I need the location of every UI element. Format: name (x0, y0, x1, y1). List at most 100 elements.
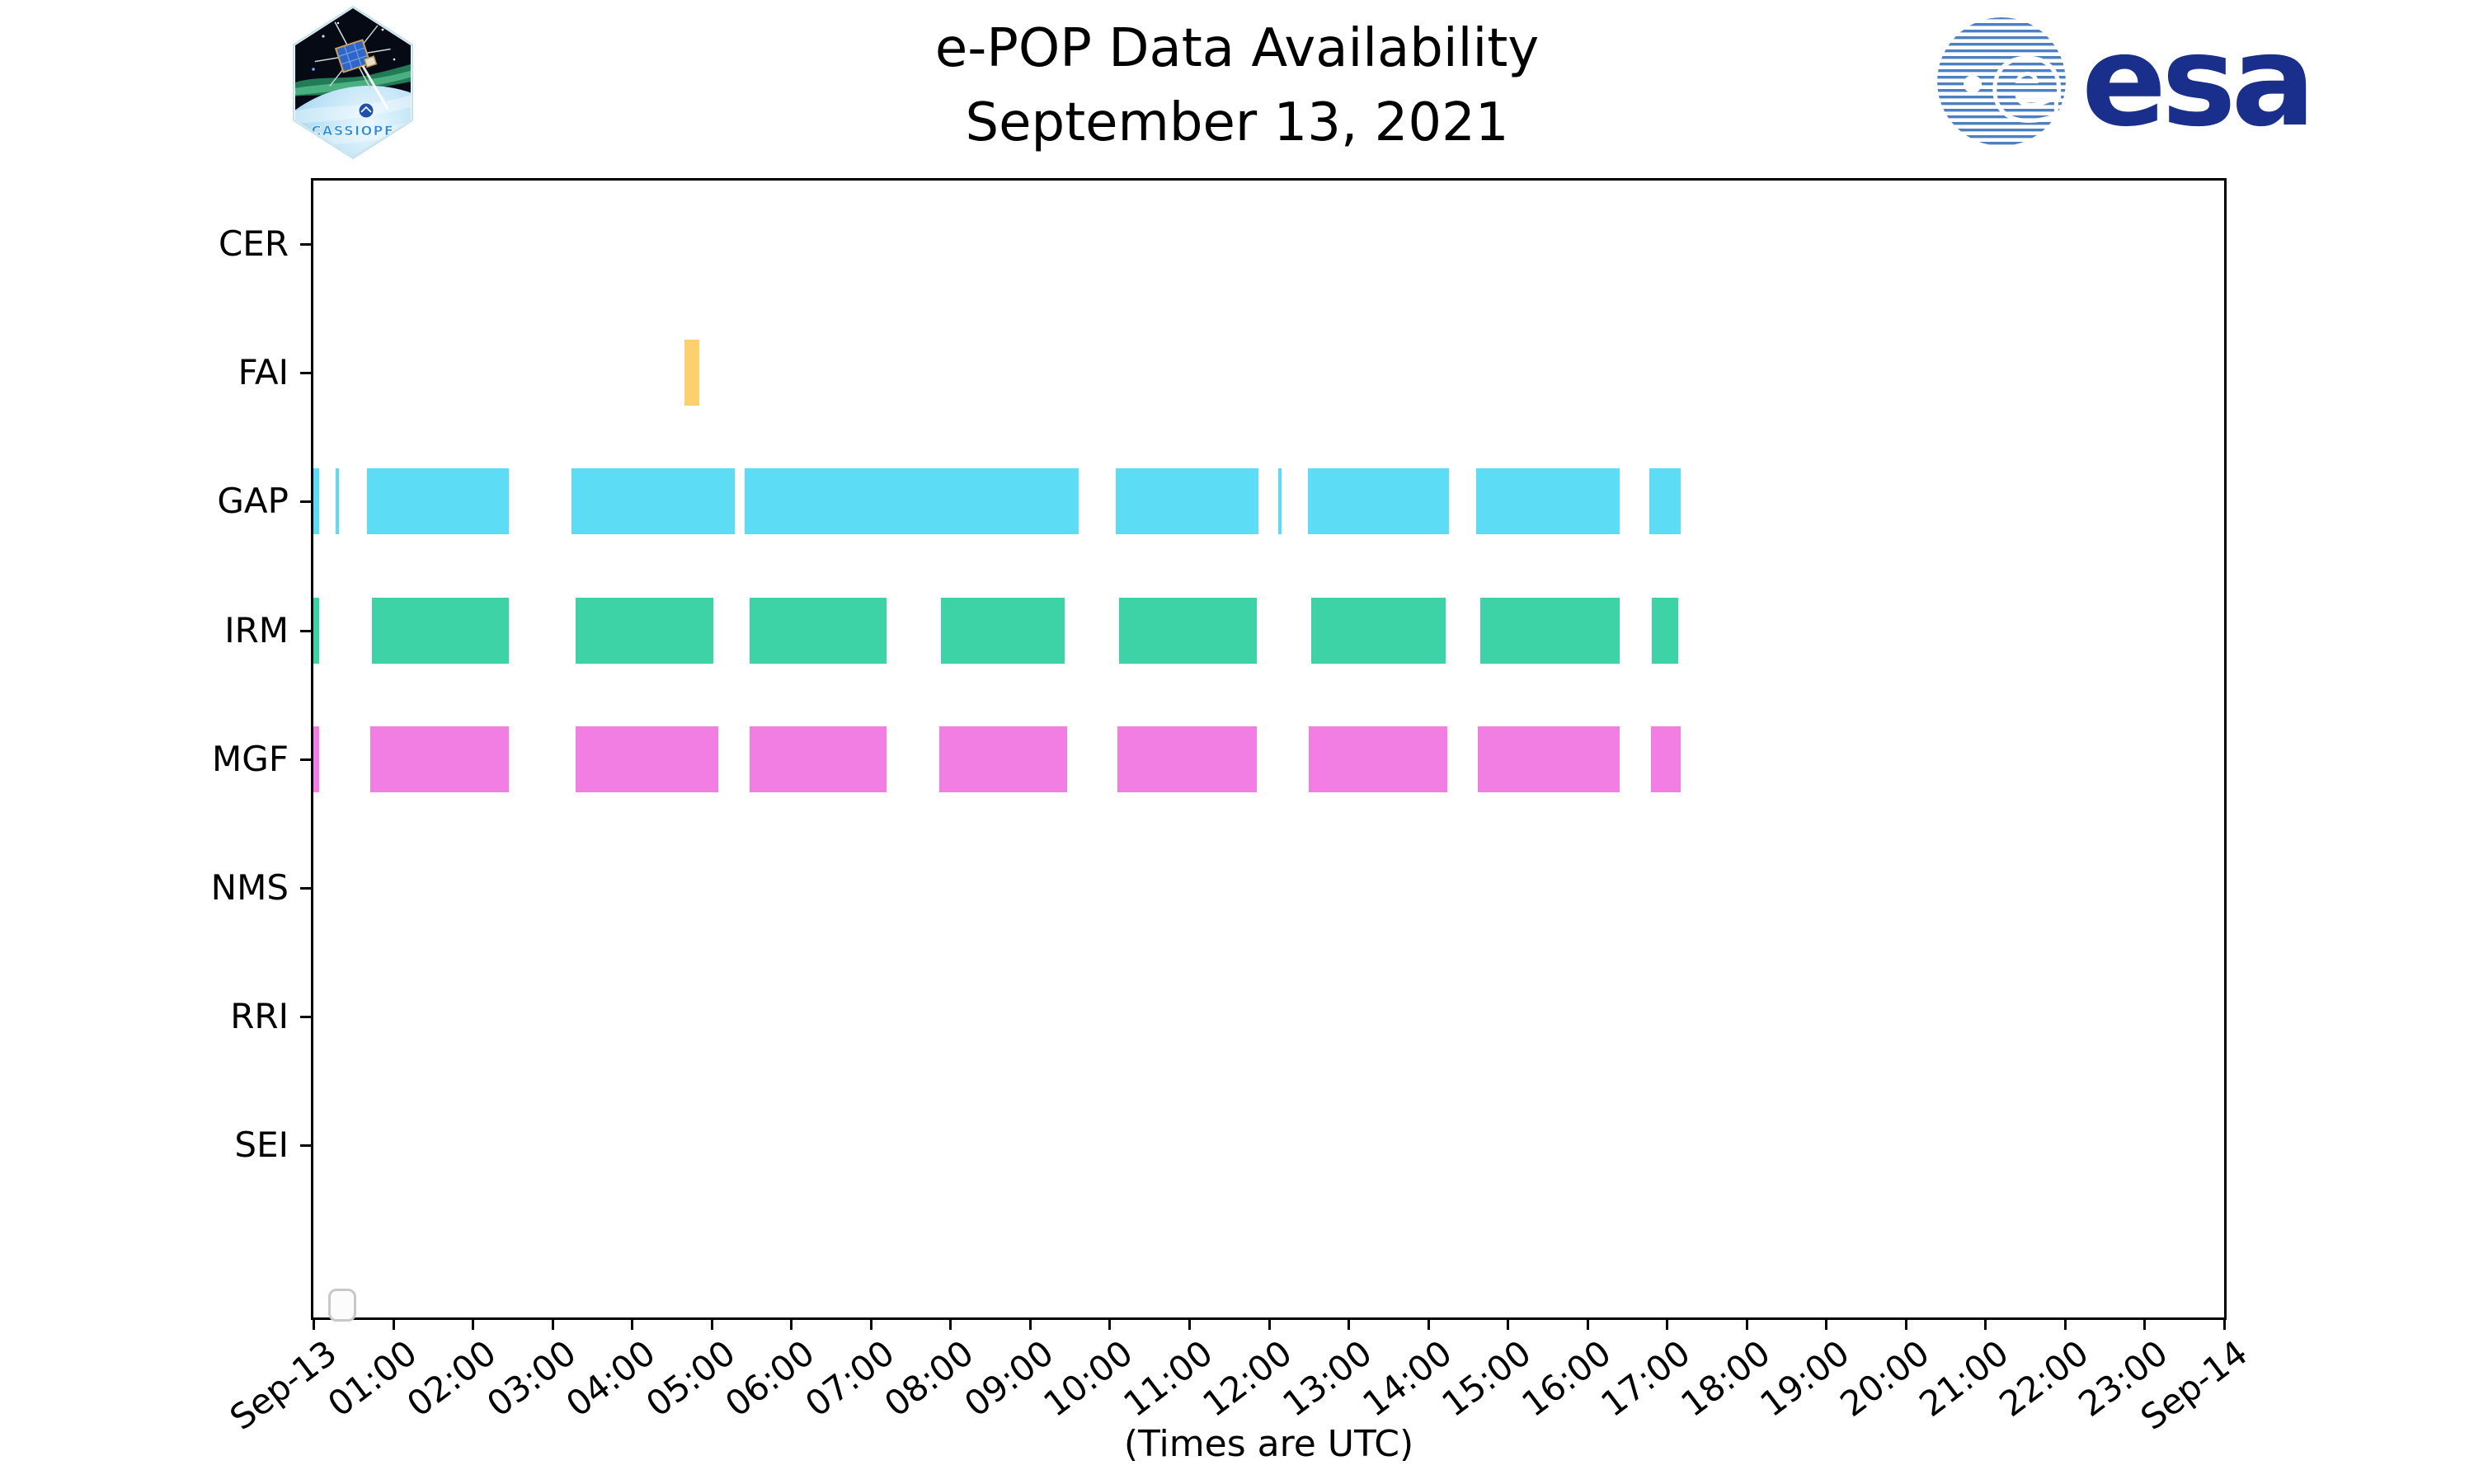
y-tick (300, 500, 312, 504)
x-tick (472, 1317, 475, 1330)
x-tick (710, 1317, 713, 1330)
x-tick-label: 03:00 (478, 1332, 584, 1425)
gap-availability-segment (1649, 468, 1681, 535)
x-tick (2143, 1317, 2147, 1330)
y-tick-label-irm: IRM (224, 609, 289, 650)
y-tick-label-nms: NMS (210, 867, 289, 908)
y-tick (300, 1016, 312, 1019)
irm-availability-segment (1119, 597, 1258, 664)
x-tick-label: 13:00 (1275, 1332, 1380, 1425)
x-tick (631, 1317, 634, 1330)
gap-availability-segment (745, 468, 1079, 535)
y-tick-label-sei: SEI (234, 1125, 289, 1166)
x-tick (869, 1317, 872, 1330)
y-tick-label-fai: FAI (238, 352, 289, 393)
gap-availability-segment (1476, 468, 1620, 535)
x-tick (1028, 1317, 1032, 1330)
x-tick-label: 12:00 (1195, 1332, 1300, 1425)
x-tick-label: 04:00 (558, 1332, 663, 1425)
mgf-availability-segment (1308, 726, 1447, 792)
x-tick-label: 01:00 (319, 1332, 425, 1425)
x-tick (1268, 1317, 1271, 1330)
x-tick (2223, 1317, 2226, 1330)
patch-caption-text: CASSIOPE (312, 123, 395, 139)
x-tick-label: 21:00 (1912, 1332, 2016, 1425)
mgf-availability-segment (750, 726, 887, 792)
title-line-2: September 13, 2021 (965, 92, 1509, 153)
y-tick-label-mgf: MGF (212, 738, 289, 779)
irm-availability-segment (1310, 597, 1446, 664)
x-tick (1984, 1317, 1987, 1330)
irm-availability-segment (1480, 597, 1620, 664)
esa-globe-icon: e (1937, 17, 2066, 146)
x-tick-label: 08:00 (877, 1332, 981, 1425)
x-tick-label: 22:00 (1992, 1332, 2096, 1425)
x-tick-label: 20:00 (1832, 1332, 1937, 1425)
x-tick (949, 1317, 952, 1330)
y-tick (300, 372, 312, 375)
gap-availability-segment (336, 468, 340, 535)
patch-satellite (314, 21, 391, 89)
x-tick-label: 11:00 (1116, 1332, 1221, 1425)
x-tick (551, 1317, 554, 1330)
x-tick (790, 1317, 793, 1330)
irm-availability-segment (313, 597, 319, 664)
x-tick (1586, 1317, 1589, 1330)
x-tick-label: 02:00 (399, 1332, 504, 1425)
figure-title: e-POP Data Availability September 13, 20… (0, 12, 2474, 160)
mgf-availability-segment (1478, 726, 1620, 792)
cassiope-patch-graphic: CASSIOPE (293, 5, 413, 160)
y-tick (300, 887, 312, 890)
irm-availability-segment (750, 597, 887, 664)
x-tick-label: 05:00 (638, 1332, 743, 1425)
y-tick (300, 243, 312, 246)
gap-availability-segment (1116, 468, 1258, 535)
x-tick (1745, 1317, 1748, 1330)
x-tick-label: 16:00 (1513, 1332, 1619, 1425)
x-tick-label: 10:00 (1036, 1332, 1141, 1425)
y-tick (300, 629, 312, 632)
x-tick (1188, 1317, 1191, 1330)
x-tick-label: 17:00 (1593, 1332, 1698, 1425)
y-tick-label-gap: GAP (217, 481, 289, 522)
gap-availability-segment (313, 468, 319, 535)
irm-availability-segment (940, 597, 1065, 664)
title-line-1: e-POP Data Availability (934, 18, 1540, 79)
cassiope-mission-patch: CASSIOPE (290, 5, 416, 162)
x-tick-label: 07:00 (797, 1332, 902, 1425)
gap-availability-segment (1307, 468, 1449, 535)
y-tick (300, 758, 312, 761)
irm-availability-segment (372, 597, 510, 664)
mgf-availability-segment (1650, 726, 1681, 792)
esa-logo: e esa (1935, 8, 2316, 154)
x-tick-label: 19:00 (1752, 1332, 1857, 1425)
x-tick-label: 09:00 (957, 1332, 1061, 1425)
mgf-availability-segment (369, 726, 510, 792)
x-tick (1427, 1317, 1430, 1330)
empty-legend-box (328, 1289, 356, 1322)
esa-wordmark: esa (2081, 8, 2316, 154)
esa-e-glyph: e (1992, 23, 2062, 142)
irm-availability-segment (575, 597, 713, 664)
x-axis-label: (Times are UTC) (1123, 1423, 1414, 1465)
gap-availability-segment (571, 468, 735, 535)
y-tick-label-rri: RRI (230, 996, 289, 1037)
mgf-availability-segment (575, 726, 719, 792)
x-tick (1666, 1317, 1669, 1330)
gap-availability-segment (366, 468, 510, 535)
fai-availability-segment (684, 340, 700, 406)
x-tick (1507, 1317, 1510, 1330)
x-tick (1904, 1317, 1907, 1330)
x-tick (313, 1317, 315, 1330)
x-tick-label: 14:00 (1354, 1332, 1460, 1425)
y-tick-label-cer: CER (218, 223, 289, 264)
mgf-availability-segment (313, 726, 319, 792)
x-tick (1825, 1317, 1828, 1330)
x-tick (2063, 1317, 2067, 1330)
x-tick-label: 18:00 (1673, 1332, 1778, 1425)
x-tick-label: 15:00 (1434, 1332, 1539, 1425)
plot-area: (Times are UTC) CER FAI GAP IRM MGF NMS RRI SEI… (211, 178, 2255, 1465)
x-tick-label: Sep-13 (222, 1332, 345, 1439)
gap-availability-segment (1278, 468, 1282, 535)
